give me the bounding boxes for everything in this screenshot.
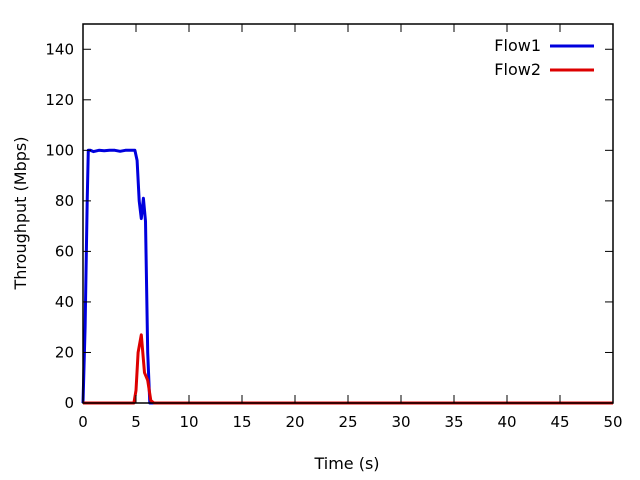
- y-tick-label: 60: [55, 242, 74, 260]
- x-tick-label: 20: [285, 413, 304, 431]
- legend: Flow1 Flow2: [494, 36, 594, 79]
- y-tick-label: 120: [45, 91, 74, 109]
- axes: 0 5 10 15 20 25 30 35 40 45 50 0 20 40 60 80 100 120 140: [45, 23, 623, 431]
- y-tick-label: 40: [55, 293, 74, 311]
- y-tick-label: 80: [55, 192, 74, 210]
- x-tick-label: 40: [497, 413, 516, 431]
- y-axis-title: Throughput (Mbps): [11, 137, 30, 291]
- legend-label-flow2: Flow2: [494, 60, 541, 79]
- x-tick-label: 0: [78, 413, 88, 431]
- x-tick-label: 50: [603, 413, 622, 431]
- x-tick-label: 25: [338, 413, 357, 431]
- x-tick-label: 35: [444, 413, 463, 431]
- y-tick-label: 100: [45, 141, 74, 159]
- x-tick-label: 5: [131, 413, 141, 431]
- x-axis-title: Time (s): [313, 454, 379, 473]
- y-tick-label: 20: [55, 343, 74, 361]
- x-tick-label: 30: [391, 413, 410, 431]
- x-tick-label: 10: [179, 413, 198, 431]
- y-tick-label: 0: [64, 394, 74, 412]
- x-tick-label: 45: [550, 413, 569, 431]
- y-tick-label: 140: [45, 40, 74, 58]
- legend-label-flow1: Flow1: [494, 36, 541, 55]
- x-tick-label: 15: [232, 413, 251, 431]
